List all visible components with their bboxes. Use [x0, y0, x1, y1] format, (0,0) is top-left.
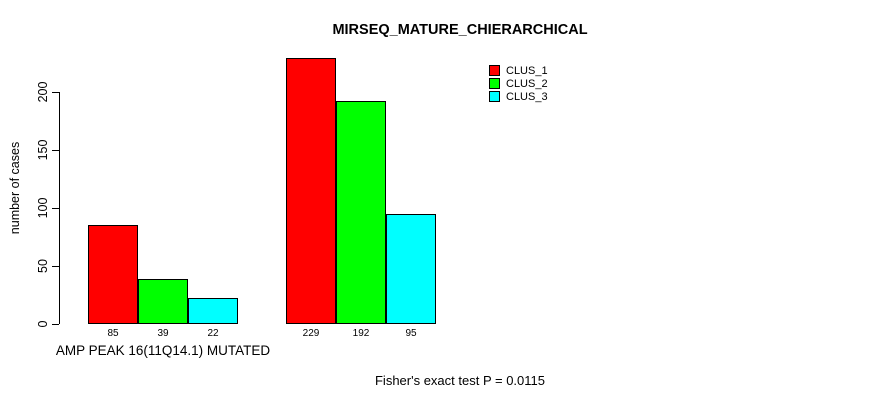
legend-label: CLUS_3 [506, 90, 548, 103]
footnote: Fisher's exact test P = 0.0115 [374, 373, 546, 388]
y-axis-tick-label: 100 [36, 197, 50, 219]
y-axis-tick [52, 207, 59, 209]
legend-label: CLUS_2 [506, 77, 548, 90]
y-axis-tick-label: 200 [36, 81, 50, 103]
x-group-label: AMP PEAK 16(11Q14.1) MUTATED [55, 343, 271, 358]
legend-item: CLUS_1 [489, 64, 548, 77]
y-axis-tick [52, 149, 59, 151]
y-axis-tick-label: 150 [36, 139, 50, 161]
y-axis-tick [52, 91, 59, 93]
bar-clus_1 [88, 225, 138, 324]
bar-value-label: 192 [352, 328, 370, 339]
y-axis-tick [52, 323, 59, 325]
y-axis-tick [52, 265, 59, 267]
bar-clus_3 [188, 298, 238, 324]
bar-value-label: 85 [107, 328, 119, 339]
legend-item: CLUS_3 [489, 90, 548, 103]
bar-value-label: 22 [207, 328, 219, 339]
bar-clus_2 [138, 278, 188, 324]
y-axis-line [59, 92, 60, 324]
bar-value-label: 39 [157, 328, 169, 339]
bar-value-label: 229 [302, 328, 320, 339]
y-axis-tick-label: 50 [36, 259, 50, 273]
legend-label: CLUS_1 [506, 64, 548, 77]
legend: CLUS_1 CLUS_2 CLUS_3 [489, 64, 548, 103]
bar-value-label: 95 [405, 328, 417, 339]
chart-title: MIRSEQ_MATURE_CHIERARCHICAL [332, 22, 588, 38]
legend-item: CLUS_2 [489, 77, 548, 90]
y-axis-tick-label: 0 [36, 320, 50, 328]
legend-swatch [489, 78, 500, 89]
legend-swatch [489, 65, 500, 76]
bar-clus_1 [286, 58, 336, 324]
legend-swatch [489, 91, 500, 102]
bar-clus_3 [386, 213, 436, 324]
bar-clus_2 [336, 101, 386, 324]
